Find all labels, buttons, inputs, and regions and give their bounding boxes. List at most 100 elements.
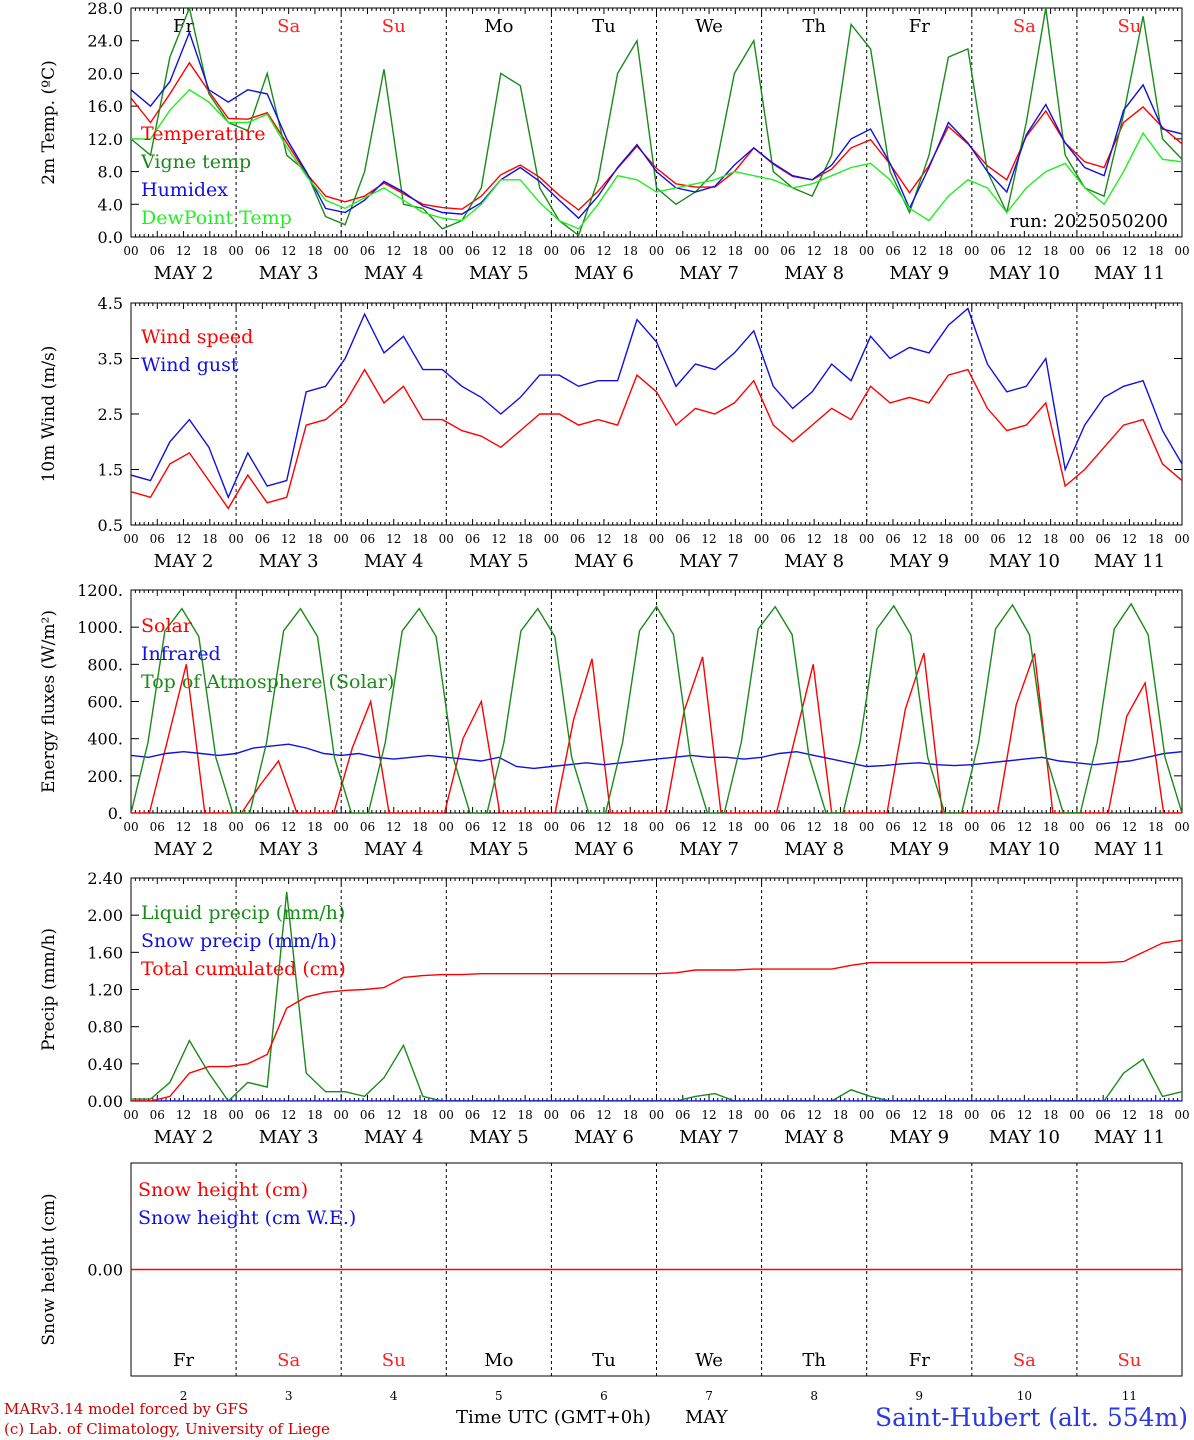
- hour-tick-label: 00: [228, 244, 243, 258]
- y-tick-label: 0.40: [87, 1055, 123, 1074]
- day-name-label: Tu: [592, 16, 616, 37]
- hour-tick-label: 18: [412, 820, 427, 834]
- hour-tick-label: 06: [150, 244, 165, 258]
- hour-tick-label: 12: [596, 1108, 611, 1122]
- chart-panels: 00 06 12 18 00 06 12 18 00 06 12 18 00 06 12 18 00 06 12 18…: [39, 0, 1190, 1403]
- hour-tick-label: 12: [807, 820, 822, 834]
- credit-line-1: MARv3.14 model forced by GFS: [4, 1400, 248, 1418]
- hour-tick-label: 00: [964, 1108, 979, 1122]
- hour-tick-label: 12: [281, 820, 296, 834]
- hour-tick-label: 00: [964, 820, 979, 834]
- legend-entry: Wind gust: [141, 354, 239, 376]
- y-tick-label: 24.0: [87, 32, 123, 51]
- hour-tick-label: 18: [1043, 532, 1058, 546]
- hour-tick-label: 12: [1122, 820, 1137, 834]
- day-name-label: Fr: [909, 16, 930, 37]
- series-wind-speed: [131, 368, 1182, 510]
- hour-tick-label: 18: [623, 244, 638, 258]
- day-name-label: Su: [1117, 16, 1141, 37]
- y-tick-label: 0.: [108, 804, 123, 823]
- wind-panel: 00 06 12 18 00 06 12 18 00 06 12 18 00 06 12 18 00 06 12 18…: [39, 294, 1190, 572]
- hour-tick-label: 00: [964, 532, 979, 546]
- hour-tick-label: 06: [465, 532, 480, 546]
- hour-tick-label: 12: [807, 532, 822, 546]
- hour-tick-label: 18: [1148, 820, 1163, 834]
- date-label: MAY 4: [364, 263, 424, 284]
- hour-tick-label: 18: [1043, 820, 1058, 834]
- y-tick-label: 1.20: [87, 981, 123, 1000]
- energy-panel: 00 06 12 18 00 06 12 18 00 06 12 18 00 06 12 18 00 06 12 18…: [39, 581, 1190, 860]
- hour-tick-label: 12: [807, 244, 822, 258]
- series-total-cumulated-cm-: [131, 939, 1182, 1101]
- hour-tick-label: 18: [728, 244, 743, 258]
- day-number-label: 2: [180, 1389, 188, 1403]
- hour-tick-label: 18: [833, 820, 848, 834]
- y-tick-label: 16.0: [87, 97, 123, 116]
- day-name-label: Mo: [484, 16, 513, 37]
- hour-tick-label: 00: [649, 820, 664, 834]
- legend-entry: Snow precip (mm/h): [141, 930, 337, 952]
- series-solar: [131, 652, 1182, 813]
- y-tick-label: 20.0: [87, 64, 123, 83]
- hour-tick-label: 00: [1069, 532, 1084, 546]
- precip-axis-label: Precip (mm/h): [39, 928, 59, 1051]
- hour-tick-label: 18: [517, 244, 532, 258]
- hour-tick-label: 18: [517, 820, 532, 834]
- hour-tick-label: 06: [570, 244, 585, 258]
- y-tick-label: 4.5: [98, 294, 123, 313]
- precip-panel: 00 06 12 18 00 06 12 18 00 06 12 18 00 06 12 18 00 06 12 18…: [39, 869, 1190, 1148]
- hour-tick-label: 12: [701, 532, 716, 546]
- hour-tick-label: 12: [176, 244, 191, 258]
- hour-tick-label: 18: [517, 1108, 532, 1122]
- legend-entry: Total cumulated (cm): [141, 958, 346, 980]
- hour-tick-label: 00: [123, 820, 138, 834]
- date-label: MAY 6: [574, 1127, 634, 1148]
- date-label: MAY 5: [469, 551, 529, 572]
- series-infrared: [131, 743, 1182, 770]
- hour-tick-label: 12: [912, 532, 927, 546]
- series-liquid-precip-mm-h-: [131, 891, 1182, 1101]
- hour-tick-label: 00: [859, 1108, 874, 1122]
- y-tick-label: 28.0: [87, 0, 123, 18]
- hour-tick-label: 18: [412, 1108, 427, 1122]
- date-label: MAY 2: [154, 1127, 214, 1148]
- hour-tick-label: 00: [544, 1108, 559, 1122]
- date-label: MAY 8: [784, 551, 844, 572]
- hour-tick-label: 06: [360, 820, 375, 834]
- date-label: MAY 2: [154, 263, 214, 284]
- day-name-label: Sa: [277, 1350, 300, 1371]
- hour-tick-label: 12: [596, 532, 611, 546]
- y-tick-label: 8.0: [98, 163, 123, 182]
- date-label: MAY 4: [364, 1127, 424, 1148]
- y-tick-label: 1.60: [87, 943, 123, 962]
- date-label: MAY 7: [679, 839, 739, 860]
- hour-tick-label: 18: [938, 820, 953, 834]
- hour-tick-label: 00: [964, 244, 979, 258]
- y-tick-label: 800.: [87, 655, 123, 674]
- date-label: MAY 3: [259, 551, 319, 572]
- hour-tick-label: 06: [360, 532, 375, 546]
- date-label: MAY 8: [784, 1127, 844, 1148]
- date-label: MAY 8: [784, 263, 844, 284]
- day-name-label: Sa: [1013, 1350, 1036, 1371]
- hour-tick-label: 00: [649, 244, 664, 258]
- hour-tick-label: 06: [780, 820, 795, 834]
- hour-tick-label: 06: [885, 820, 900, 834]
- y-tick-label: 0.00: [87, 1261, 123, 1280]
- day-name-label: Mo: [484, 1350, 513, 1371]
- snow-panel: 0.00 Snow height (cm) Fr Sa Su Mo Tu We Th Fr Sa Su…: [39, 1162, 1183, 1403]
- date-label: MAY 11: [1094, 551, 1165, 572]
- series-humidex: [131, 30, 1182, 220]
- hour-tick-label: 12: [176, 820, 191, 834]
- hour-tick-label: 00: [544, 820, 559, 834]
- day-number-label: 7: [705, 1389, 713, 1403]
- day-name-label: Su: [1117, 1350, 1141, 1371]
- hour-tick-label: 18: [1043, 244, 1058, 258]
- hour-tick-label: 00: [334, 532, 349, 546]
- hour-tick-label: 18: [938, 1108, 953, 1122]
- y-tick-label: 4.0: [98, 195, 123, 214]
- temperature-panel: 00 06 12 18 00 06 12 18 00 06 12 18 00 06 12 18 00 06 12 18…: [39, 0, 1190, 284]
- hour-tick-label: 06: [570, 820, 585, 834]
- time-axis-label: Time UTC (GMT+0h): [456, 1407, 651, 1428]
- legend-entry: DewPoint Temp: [141, 207, 292, 229]
